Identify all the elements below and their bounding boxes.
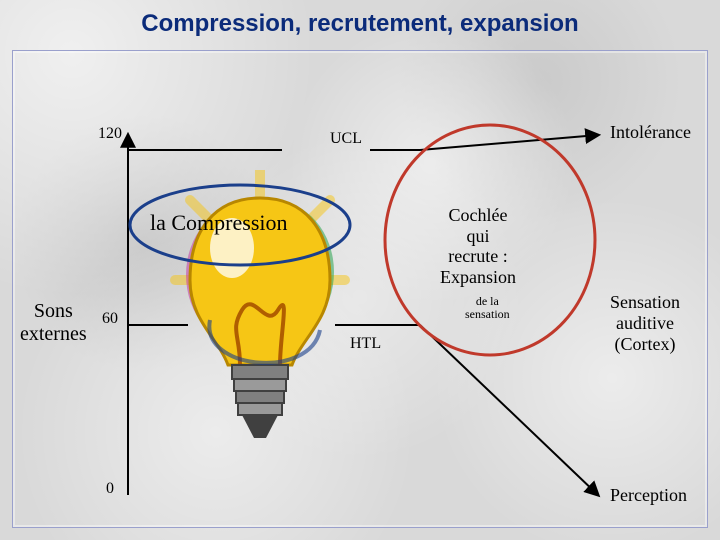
dela-sensation-label: de la sensation [465, 295, 510, 321]
cochlee-line3: recrute : [440, 246, 516, 267]
ucl-label: UCL [330, 130, 362, 148]
sensation-line3: (Cortex) [610, 334, 680, 355]
cochlee-line4: Expansion [440, 267, 516, 288]
cochlee-label: Cochlée qui recrute : Expansion [440, 205, 516, 288]
cochlee-line2: qui [440, 226, 516, 247]
dela-line2: sensation [465, 308, 510, 321]
axis-label-line1: Sons [20, 300, 87, 323]
sensation-line2: auditive [610, 313, 680, 334]
axis-label-line2: externes [20, 323, 87, 346]
slide-title: Compression, recrutement, expansion [0, 10, 720, 38]
perception-label: Perception [610, 485, 687, 506]
sensation-label: Sensation auditive (Cortex) [610, 292, 680, 355]
axis-tick-60: 60 [102, 310, 118, 328]
compression-label: la Compression [150, 210, 288, 236]
axis-tick-0: 0 [106, 480, 114, 498]
cochlee-line1: Cochlée [440, 205, 516, 226]
htl-label: HTL [350, 335, 381, 353]
sensation-line1: Sensation [610, 292, 680, 313]
slide-frame [12, 50, 708, 528]
axis-tick-120: 120 [98, 125, 122, 143]
axis-label-sons-externes: Sons externes [20, 300, 87, 346]
intolerance-label: Intolérance [610, 122, 691, 143]
